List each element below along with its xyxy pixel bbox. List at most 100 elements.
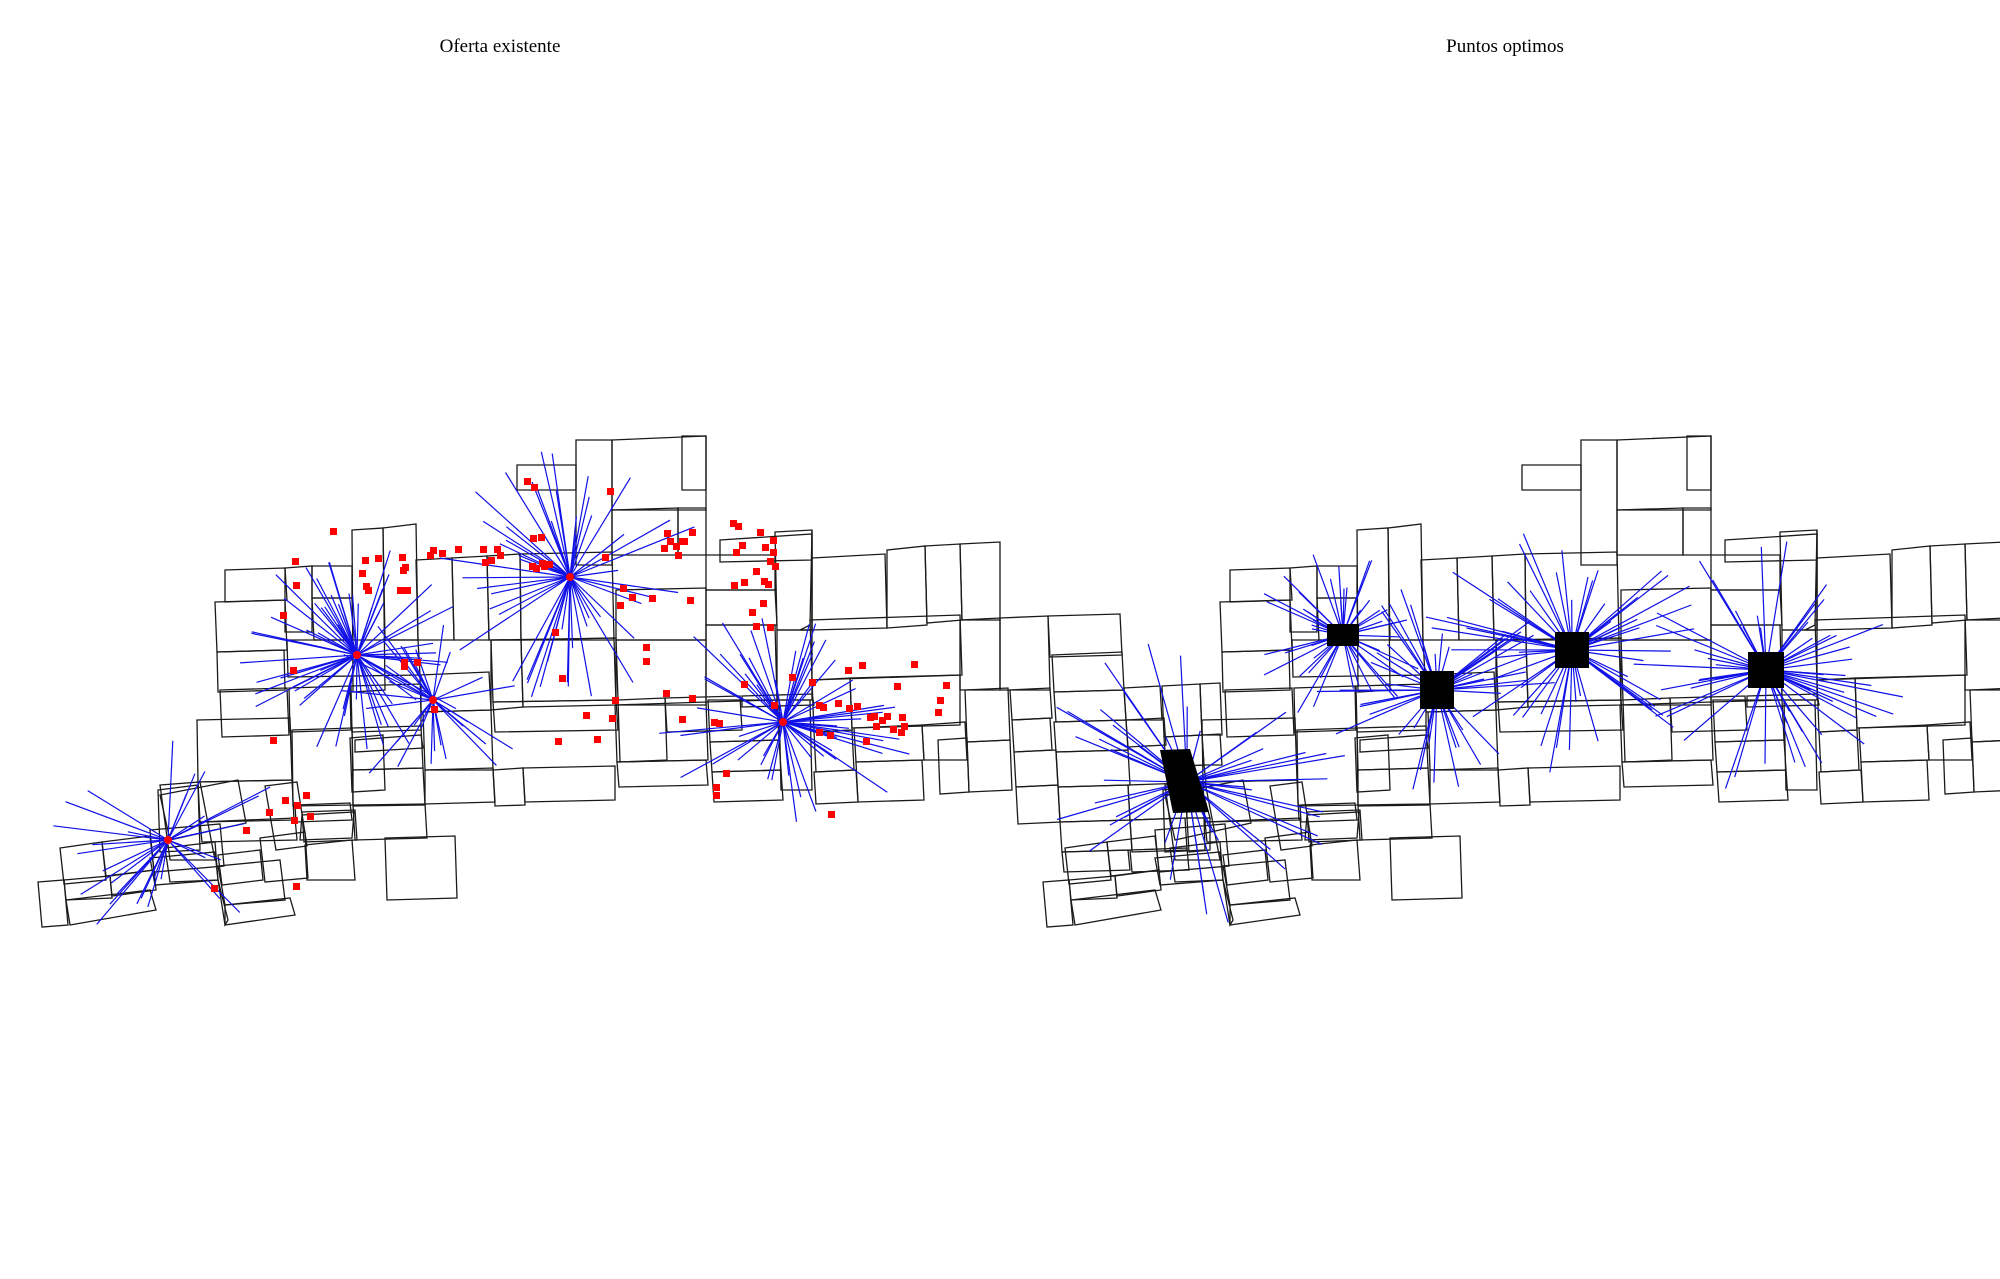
map-optimal-points: [1042, 435, 2000, 928]
assignment-line: [504, 472, 571, 578]
supply-point: [583, 712, 590, 719]
assignment-line: [756, 684, 784, 723]
assignment-line: [385, 664, 434, 701]
supply-point: [770, 537, 777, 544]
assignment-line: [1316, 689, 1438, 693]
assignment-line: [167, 815, 205, 841]
supply-point: [280, 612, 287, 619]
assignment-line: [330, 594, 358, 656]
city-block: [382, 523, 419, 641]
assignment-line: [567, 576, 571, 687]
supply-point: [531, 484, 538, 491]
assignment-line: [316, 578, 358, 656]
city-block: [522, 765, 616, 803]
assignment-line: [432, 699, 513, 750]
city-block: [855, 759, 925, 803]
city-block: [1616, 435, 1712, 511]
city-block: [354, 734, 424, 753]
assignment-line: [275, 574, 358, 656]
assignment-line: [782, 721, 837, 760]
assignment-line: [1765, 624, 1884, 671]
assignment-line: [762, 721, 784, 757]
assignment-line: [569, 576, 679, 594]
city-block: [384, 835, 458, 901]
city-block: [1061, 849, 1131, 873]
supply-point: [871, 713, 878, 720]
assignment-line: [782, 721, 817, 812]
city-block: [1682, 507, 1712, 556]
supply-point: [359, 570, 366, 577]
city-block: [959, 541, 1001, 621]
city-block: [224, 567, 288, 603]
city-block: [1619, 701, 1714, 763]
city-block: [159, 779, 247, 841]
city-block: [921, 721, 968, 761]
supply-point: [835, 700, 842, 707]
city-block: [1309, 839, 1361, 881]
assignment-line: [335, 654, 358, 747]
assignment-line: [767, 721, 784, 780]
city-block: [1964, 541, 2000, 621]
supply-point: [401, 659, 408, 666]
supply-point: [890, 726, 897, 733]
city-block: [1969, 687, 2000, 743]
assignment-line: [356, 654, 408, 684]
supply-point: [772, 563, 779, 570]
supply-point: [439, 550, 446, 557]
optimal-point: [1327, 624, 1359, 646]
city-block: [1357, 803, 1433, 841]
assignment-lines: [53, 451, 910, 925]
supply-point: [243, 827, 250, 834]
supply-point: [594, 736, 601, 743]
city-block: [774, 529, 813, 631]
supply-center: [566, 573, 574, 581]
city-block: [157, 784, 201, 853]
city-block: [1616, 507, 1684, 556]
city-block: [199, 817, 298, 843]
assignment-line: [1431, 627, 1573, 651]
assignment-line: [569, 576, 634, 683]
supply-point: [414, 659, 421, 666]
supply-point: [401, 663, 408, 670]
supply-point: [741, 579, 748, 586]
supply-point: [541, 563, 548, 570]
city-block: [1929, 543, 1968, 624]
city-block: [214, 599, 288, 653]
city-block: [1783, 699, 1818, 791]
assignment-line: [356, 654, 410, 744]
assignment-line: [368, 699, 434, 774]
assignment-line: [432, 685, 515, 701]
supply-point: [679, 716, 686, 723]
assignment-line: [80, 839, 169, 895]
supply-point: [602, 554, 609, 561]
assignment-line: [569, 576, 592, 697]
city-block: [291, 727, 354, 807]
assignment-line: [343, 653, 434, 701]
assignment-line: [569, 576, 574, 649]
assignment-line: [1186, 731, 1257, 783]
supply-point: [770, 549, 777, 556]
assignment-line: [348, 593, 358, 656]
assignment-line: [748, 657, 784, 723]
supply-point: [330, 528, 337, 535]
assignment-line: [283, 597, 358, 656]
city-block: [616, 759, 709, 788]
supply-point: [760, 600, 767, 607]
assignment-line: [356, 654, 382, 725]
city-block: [776, 629, 813, 701]
assignment-line: [160, 839, 169, 880]
supply-point: [761, 578, 768, 585]
assignment-line: [659, 721, 784, 734]
assignment-line: [111, 839, 169, 884]
assignment-line: [1186, 781, 1320, 818]
assignment-line: [127, 831, 169, 841]
city-block: [1359, 734, 1429, 753]
assignment-line: [782, 721, 802, 798]
city-block: [1064, 841, 1112, 885]
supply-point: [901, 723, 908, 730]
assignment-line: [477, 576, 571, 590]
supply-point: [730, 520, 737, 527]
assignment-line: [432, 699, 497, 766]
supply-point: [713, 792, 720, 799]
city-block: [681, 435, 707, 491]
